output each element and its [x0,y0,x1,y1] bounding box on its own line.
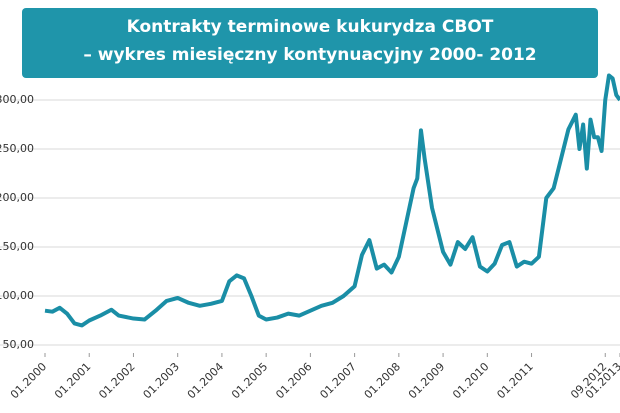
title-banner [22,8,598,78]
x-tick-label: 01.2002 [96,360,137,401]
x-tick-label: 01.2008 [362,360,403,401]
x-tick-label: 01.2004 [185,360,226,401]
y-tick-label: 250,00 [0,142,34,155]
line [44,73,620,328]
y-tick-label: 100,00 [0,289,34,302]
x-tick-label: 01.2000 [8,360,49,401]
x-tick-label: 01.2005 [229,360,270,401]
chart-subtitle: – wykres miesięczny kontynuacyjny 2000- … [83,45,536,65]
y-tick-label: 150,00 [0,240,34,253]
x-tick-label: 01.2009 [406,360,447,401]
y-tick-label: 300,00 [0,93,34,106]
x-tick-label: 01.2011 [494,360,535,401]
y-tick-label: 200,00 [0,191,34,204]
chart-title: Kontrakty terminowe kukurydza CBOT [127,17,494,37]
x-tick-label: 01.2010 [450,360,491,401]
y-tick-label: 50,00 [3,338,35,351]
x-tick-label: 01.2001 [52,360,93,401]
x-tick-label: 01.2003 [141,360,182,401]
x-tick-label: 01.2006 [273,360,314,401]
x-tick-label: 01.2007 [317,360,358,401]
